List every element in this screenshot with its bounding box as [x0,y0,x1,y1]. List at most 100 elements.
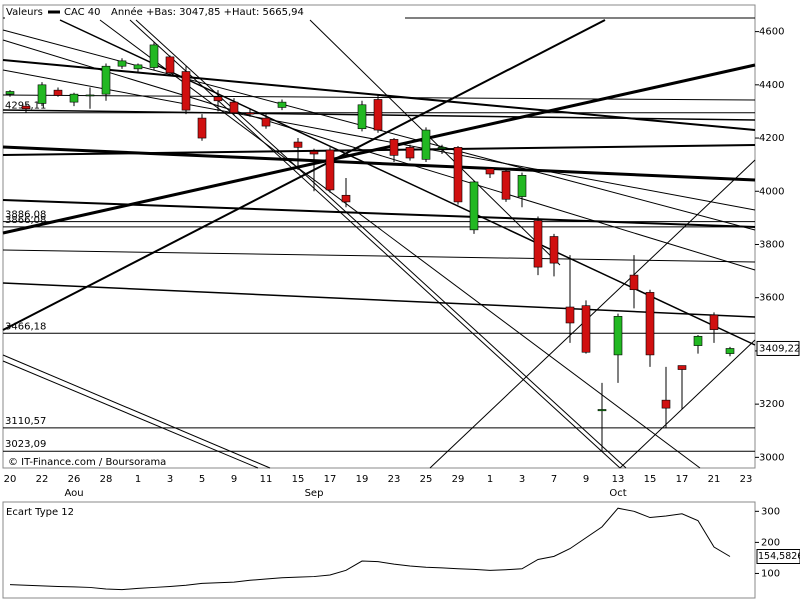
candle-body [549,236,559,264]
x-tick-label: 17 [676,474,689,485]
level-label: 3866,08 [5,215,46,226]
y-tick-label: 4200 [759,133,784,144]
candle-body [533,220,543,268]
header-bg [5,6,405,19]
candle-body [197,117,207,139]
candle-body [293,141,303,148]
candle-body [405,147,415,159]
x-tick-label: 19 [356,474,369,485]
candle-body [693,335,703,346]
candle-body [517,174,527,197]
candle-body [277,101,287,108]
std-dev-line [9,507,731,591]
candle-body [69,93,79,103]
candle-body [565,306,575,324]
y-tick-label: 3000 [759,452,784,463]
candle-body [229,101,239,114]
x-tick-label: 29 [452,474,465,485]
candle-body [709,314,719,330]
candle-body [133,64,143,70]
x-tick-label: 9 [583,474,589,485]
x-tick-label: 23 [740,474,753,485]
y-tick-label: 3800 [759,239,784,250]
candle-body [373,99,383,131]
x-tick-label: 15 [644,474,657,485]
candle-body [213,96,223,102]
candle-body [165,56,175,74]
x-tick-label: 25 [420,474,433,485]
candle-body [53,89,63,96]
level-label: 3110,57 [5,416,46,427]
candle-body [37,84,47,104]
last-value-box [756,548,800,564]
y-tick-label: 300 [761,506,780,517]
x-tick-label: 13 [612,474,625,485]
last-value-label: 154,5826 [758,551,800,562]
y-tick-label: 200 [761,537,780,548]
x-tick-label: 15 [292,474,305,485]
level-label: 3466,18 [5,321,46,332]
y-tick-label: 4000 [759,186,784,197]
x-tick-label: 3 [167,474,173,485]
candle-body [661,399,671,409]
candle-body [581,305,591,353]
candle-body [645,292,655,356]
candle-body [725,348,735,354]
lower-frame [2,501,756,599]
candle-body [437,147,447,149]
x-tick-label: 3 [519,474,525,485]
candle-body [261,117,271,127]
x-tick-label: 26 [68,474,81,485]
candle-body [85,94,95,97]
y-tick-label: 100 [761,568,780,579]
candle-body [357,104,367,130]
candle-body [389,139,399,156]
x-tick-label: 1 [487,474,493,485]
candle-body [469,181,479,231]
candle-body [421,129,431,160]
candle-body [245,112,255,115]
level-label: 3023,09 [5,439,46,450]
candle-body [101,65,111,95]
candle-body [629,274,639,291]
month-label: Oct [609,488,626,499]
candle-body [117,60,127,67]
y-tick-label: 3200 [759,399,784,410]
x-tick-label: 9 [231,474,237,485]
candle-body [597,409,607,412]
y-tick-label: 4600 [759,27,784,38]
candle-body [341,194,351,203]
stats: Année +Bas: 3047,85 +Haut: 5665,94 [111,6,304,18]
candle-body [149,44,159,68]
legend-label: CAC 40 [64,7,101,18]
candle-body [613,316,623,356]
y-tick-label: 3600 [759,293,784,304]
x-tick-label: 28 [100,474,113,485]
candle-body [677,365,687,370]
y-tick-label: 4400 [759,80,784,91]
level-label: 3886,08 [5,210,46,221]
candle-body [181,71,191,111]
candle-body [309,151,319,155]
x-tick-label: 5 [199,474,205,485]
candle-body [325,149,335,191]
source: © IT-Finance.com / Boursorama [8,457,166,468]
x-tick-label: 20 [4,474,17,485]
main-frame [2,4,756,469]
x-tick-label: 23 [388,474,401,485]
last-price-label: 3409,22 [759,343,800,354]
header: Valeurs [6,7,43,18]
x-tick-label: 17 [324,474,337,485]
candle-body [453,147,463,203]
x-tick-label: 21 [708,474,721,485]
candle-body [485,168,495,175]
x-tick-label: 22 [36,474,49,485]
month-label: Sep [305,488,324,499]
month-label: Aou [64,488,83,499]
lower-title: Ecart Type 12 [6,507,74,518]
x-tick-label: 11 [260,474,273,485]
candle-body [5,91,15,95]
candle-body [21,105,31,110]
x-tick-label: 1 [135,474,141,485]
